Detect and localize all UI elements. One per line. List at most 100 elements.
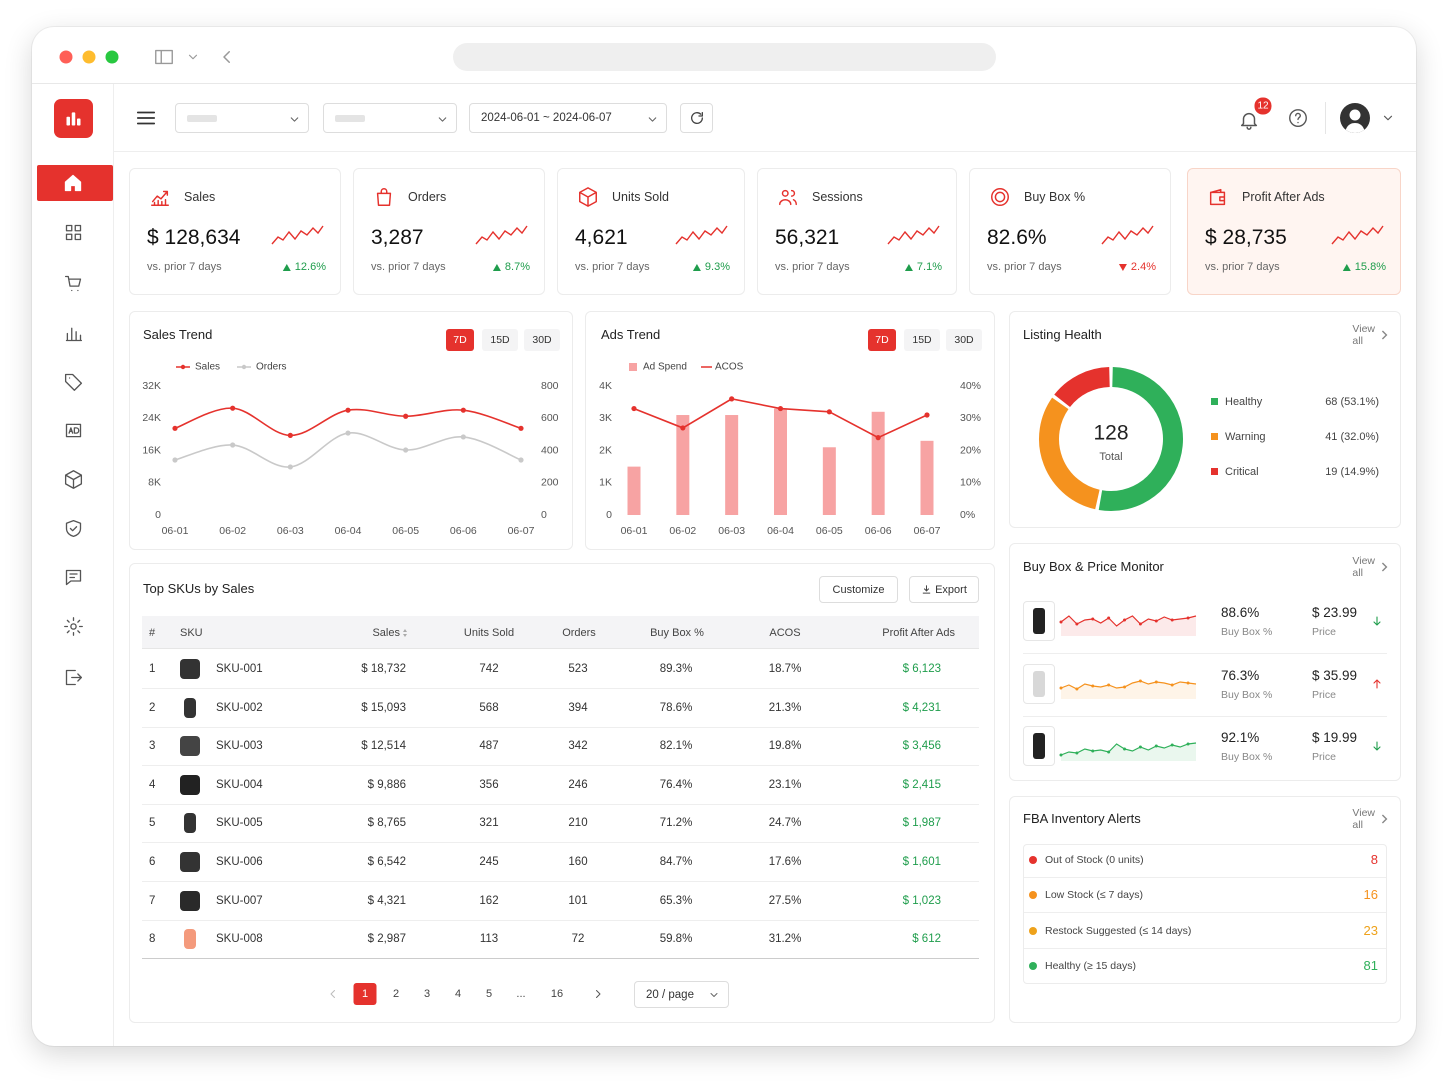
alert-label: Healthy (≥ 15 days) (1045, 959, 1136, 972)
range-button[interactable]: 7D (446, 329, 474, 351)
sidebar (32, 84, 114, 1046)
legend-label: Sales (195, 362, 220, 373)
ads-trend-chart: 0 1K 2K 3K 4K 0% 10% 20% 30% 40% 06-01 06-02 06-03 06… (599, 362, 981, 537)
y-tick-label: 0 (155, 509, 161, 521)
table-cell: 59.8% (659, 933, 693, 946)
user-menu-chevron-path (1383, 115, 1393, 121)
avatar-body (1345, 123, 1365, 133)
legend-swatch-dot (180, 364, 186, 370)
kpi-change-value: 9.3% (704, 261, 730, 273)
user-avatar[interactable] (1340, 103, 1370, 133)
status-dot (1029, 926, 1037, 935)
logo-bar (71, 112, 76, 126)
product-image (1023, 663, 1055, 704)
legend-label: Ad Spend (643, 362, 687, 373)
select-chevron (438, 116, 446, 122)
page-number[interactable]: 5 (485, 988, 493, 1000)
range-button[interactable]: 7D (868, 329, 896, 351)
kpi-value: 56,321 (775, 226, 840, 249)
table-cell: 23.1% (768, 778, 802, 791)
y-tick-label: 2K (599, 444, 612, 456)
legend-label: Critical (1225, 466, 1259, 478)
price-sparkline (1059, 615, 1197, 636)
view-all-link[interactable]: View all (1352, 555, 1388, 579)
y2-tick-label: 200 (541, 477, 559, 489)
back-button-path (223, 51, 230, 63)
sparkline-dot (1059, 620, 1063, 624)
action-label[interactable]: Customize (832, 583, 885, 596)
avatar-head (1349, 109, 1361, 121)
view-all-link[interactable]: View all (1352, 323, 1388, 347)
product-thumbnail (184, 929, 196, 950)
action-label[interactable]: Export (935, 583, 967, 596)
store-select[interactable] (175, 103, 309, 133)
action-button[interactable]: Export (909, 576, 979, 603)
marketplace-select[interactable] (323, 103, 457, 133)
page-number[interactable]: 2 (392, 988, 400, 1000)
series-point (924, 412, 930, 418)
row-divider (142, 881, 979, 882)
nav-home (64, 174, 82, 192)
view-all-text[interactable]: View all (1352, 807, 1375, 831)
table-cell: $ 12,514 (361, 740, 406, 753)
nav-item-path (65, 669, 82, 685)
x-tick-label: 06-06 (865, 525, 892, 537)
column-header: Profit After Ads (882, 627, 955, 639)
bar (725, 415, 739, 515)
page-number[interactable]: 4 (454, 988, 462, 1000)
y-tick-label: 8K (148, 477, 161, 489)
select-chevron (710, 993, 718, 997)
legend-value: 19 (14.9%) (1325, 466, 1379, 478)
page-number[interactable]: 16 (550, 988, 564, 1000)
legend-swatch (1211, 398, 1218, 405)
y2-tick-label: 0% (960, 509, 975, 521)
range-button[interactable]: 30D (524, 329, 560, 351)
range-button[interactable]: 15D (482, 329, 518, 351)
row-divider (1024, 912, 1386, 914)
notifications[interactable] (1238, 109, 1260, 131)
x-tick-label: 06-02 (219, 525, 246, 537)
refresh-button[interactable] (680, 103, 713, 133)
x-tick-label: 06-04 (767, 525, 794, 537)
series-point (631, 405, 637, 412)
x-tick-label: 06-03 (277, 525, 304, 537)
sku-name: SKU-002 (216, 701, 263, 714)
row-divider (142, 958, 979, 960)
product-thumbnail (180, 659, 200, 679)
page-number[interactable]: 3 (423, 988, 431, 1000)
page-number[interactable]: ... (516, 988, 526, 1000)
nav-item-path (64, 373, 82, 391)
table-cell: 4 (149, 778, 156, 791)
next-page-path (596, 990, 601, 998)
logo-mark (66, 112, 81, 126)
sparkline-line (1101, 225, 1154, 245)
kpi-sparkline (271, 225, 324, 245)
nav-item (64, 469, 82, 489)
sparkline-dot (1186, 742, 1190, 746)
action-button[interactable]: Customize (819, 576, 898, 603)
range-button[interactable]: 15D (904, 329, 940, 351)
table-cell: 160 (568, 856, 588, 868)
page-number[interactable]: 1 (353, 983, 377, 1005)
window-button (59, 50, 73, 64)
kpi-card: Sales $ 128,634 vs. prior 7 days 12.6% (129, 168, 341, 295)
price-trend-arrow (1373, 616, 1381, 626)
view-all-text[interactable]: View all (1352, 323, 1375, 347)
view-all-link[interactable]: View all (1352, 807, 1388, 831)
range-button[interactable]: 30D (946, 329, 982, 351)
app-logo (54, 99, 93, 138)
nav-item (64, 275, 81, 291)
kpi-change: 8.7% (492, 261, 530, 273)
date-range-select[interactable]: 2024-06-01 ~ 2024-06-07 (469, 103, 667, 133)
series-point (460, 434, 466, 440)
product-shape (1033, 733, 1045, 759)
table-cell: $ 1,987 (902, 817, 941, 830)
select-chevron-path (648, 116, 656, 122)
column-header: # (149, 627, 156, 639)
price-trend-arrow-path (1373, 678, 1381, 689)
page-size-select[interactable]: 20 / page (634, 981, 729, 1008)
view-all-text[interactable]: View all (1352, 555, 1375, 579)
y2-tick-label: 20% (960, 444, 981, 456)
browser-window: 2024-06-01 ~ 2024-06-07 1 2 Sales $ 128,634 v… (32, 27, 1416, 1046)
x-tick-label: 06-04 (335, 525, 362, 537)
